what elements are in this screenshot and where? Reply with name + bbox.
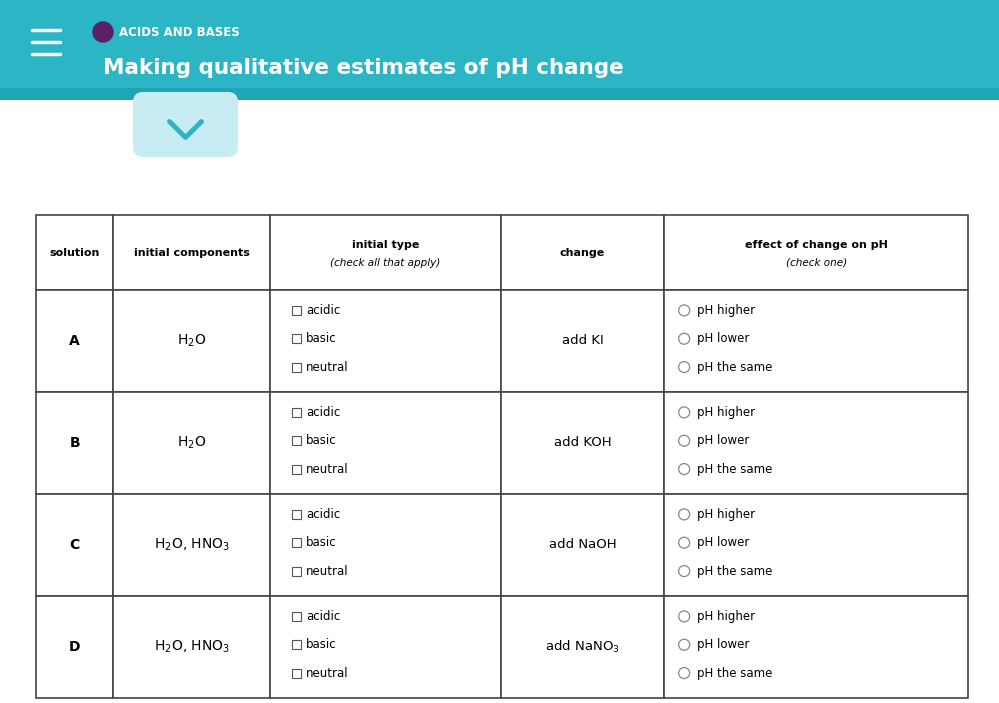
Text: basic: basic	[306, 333, 337, 345]
Circle shape	[678, 566, 689, 576]
Text: Making qualitative estimates of pH change: Making qualitative estimates of pH chang…	[103, 58, 623, 78]
Bar	[292, 669, 301, 678]
Bar	[664, 494, 968, 596]
Text: (check one): (check one)	[785, 257, 846, 268]
Bar	[36, 392, 113, 494]
Circle shape	[678, 463, 689, 475]
Bar	[113, 596, 270, 698]
Text: basic: basic	[306, 638, 337, 651]
Text: initial type: initial type	[352, 240, 420, 250]
Text: pH the same: pH the same	[697, 565, 772, 578]
Text: acidic: acidic	[306, 508, 341, 521]
Bar	[270, 494, 501, 596]
Bar	[292, 306, 301, 315]
Text: neutral: neutral	[306, 565, 349, 578]
Text: neutral: neutral	[306, 463, 349, 475]
Bar	[664, 596, 968, 698]
Text: pH lower: pH lower	[697, 638, 749, 651]
Circle shape	[678, 509, 689, 520]
Bar	[36, 596, 113, 698]
Text: add KI: add KI	[561, 335, 603, 347]
Bar	[501, 596, 664, 698]
Text: A: A	[69, 334, 80, 348]
Bar	[292, 465, 301, 474]
Bar	[36, 215, 113, 290]
Bar	[292, 408, 301, 417]
Text: pH lower: pH lower	[697, 434, 749, 447]
Text: (check all that apply): (check all that apply)	[331, 257, 441, 268]
Circle shape	[678, 611, 689, 622]
Bar	[270, 215, 501, 290]
Bar	[0, 0, 999, 100]
Bar	[664, 215, 968, 290]
Bar	[292, 612, 301, 621]
Bar	[0, 88, 999, 100]
Text: pH the same: pH the same	[697, 463, 772, 475]
Text: neutral: neutral	[306, 666, 349, 680]
Text: pH higher: pH higher	[697, 304, 755, 317]
Text: add NaOH: add NaOH	[548, 538, 616, 551]
Bar	[292, 437, 301, 445]
Bar	[664, 392, 968, 494]
Text: D: D	[69, 640, 81, 654]
Bar	[501, 392, 664, 494]
Circle shape	[678, 333, 689, 344]
Bar	[664, 290, 968, 392]
Bar	[501, 290, 664, 392]
Bar	[270, 596, 501, 698]
Circle shape	[678, 435, 689, 446]
Bar	[292, 334, 301, 343]
Bar	[292, 567, 301, 576]
Text: C: C	[70, 538, 80, 552]
Bar	[501, 215, 664, 290]
Bar	[270, 290, 501, 392]
Circle shape	[678, 407, 689, 418]
Text: $\mathregular{H_2O}$, $\mathregular{HNO_3}$: $\mathregular{H_2O}$, $\mathregular{HNO_…	[154, 537, 230, 553]
Text: pH higher: pH higher	[697, 610, 755, 623]
Bar	[36, 290, 113, 392]
Text: effect of change on pH: effect of change on pH	[744, 240, 887, 250]
Bar	[113, 215, 270, 290]
Text: acidic: acidic	[306, 304, 341, 317]
Bar	[292, 640, 301, 650]
Bar	[270, 392, 501, 494]
Text: solution: solution	[50, 247, 100, 257]
Text: neutral: neutral	[306, 361, 349, 373]
Circle shape	[678, 537, 689, 548]
Text: basic: basic	[306, 434, 337, 447]
Text: pH higher: pH higher	[697, 406, 755, 419]
Text: pH the same: pH the same	[697, 361, 772, 373]
Bar	[501, 494, 664, 596]
Text: initial components: initial components	[134, 247, 250, 257]
Text: pH lower: pH lower	[697, 333, 749, 345]
Bar	[113, 290, 270, 392]
Bar	[292, 363, 301, 372]
Text: $\mathregular{H_2O}$, $\mathregular{HNO_3}$: $\mathregular{H_2O}$, $\mathregular{HNO_…	[154, 639, 230, 655]
Text: add KOH: add KOH	[553, 437, 611, 449]
Circle shape	[678, 361, 689, 373]
Circle shape	[678, 639, 689, 650]
Text: acidic: acidic	[306, 406, 341, 419]
Text: ACIDS AND BASES: ACIDS AND BASES	[119, 25, 240, 39]
Text: acidic: acidic	[306, 610, 341, 623]
Bar	[292, 510, 301, 519]
Text: pH lower: pH lower	[697, 536, 749, 549]
Bar	[36, 494, 113, 596]
Bar	[292, 538, 301, 547]
Circle shape	[93, 22, 113, 42]
Bar	[113, 392, 270, 494]
Text: basic: basic	[306, 536, 337, 549]
Text: $\mathregular{H_2O}$: $\mathregular{H_2O}$	[177, 434, 206, 451]
Bar	[113, 494, 270, 596]
FancyBboxPatch shape	[133, 92, 238, 157]
Circle shape	[678, 305, 689, 316]
Circle shape	[678, 668, 689, 678]
Text: change: change	[560, 247, 605, 257]
Text: pH higher: pH higher	[697, 508, 755, 521]
Text: $\mathregular{H_2O}$: $\mathregular{H_2O}$	[177, 333, 206, 349]
Text: add NaNO$_3$: add NaNO$_3$	[545, 639, 620, 655]
Text: B: B	[69, 436, 80, 450]
Text: pH the same: pH the same	[697, 666, 772, 680]
